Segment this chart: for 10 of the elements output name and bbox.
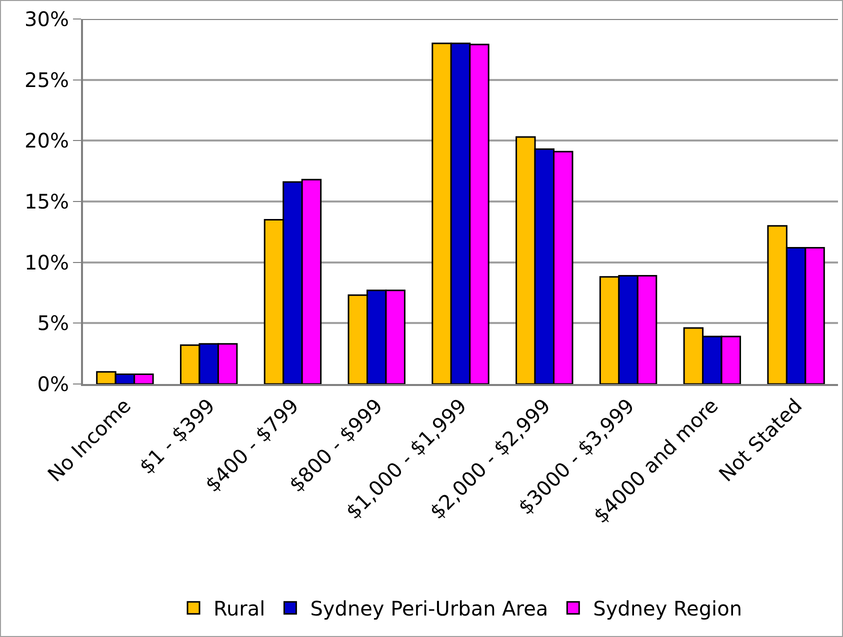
legend-label: Sydney Peri-Urban Area — [310, 596, 548, 621]
y-tick-label: 10% — [24, 250, 69, 274]
y-tick-label: 5% — [37, 311, 69, 336]
y-tick-label: 30% — [24, 7, 69, 31]
y-tick-label: 0% — [37, 372, 69, 396]
y-tick-label: 20% — [24, 128, 69, 153]
y-tick-label: 25% — [24, 68, 69, 92]
legend-label: Rural — [214, 596, 266, 621]
legend-label: Sydney Region — [593, 596, 742, 621]
y-tick-label: 15% — [24, 190, 69, 214]
